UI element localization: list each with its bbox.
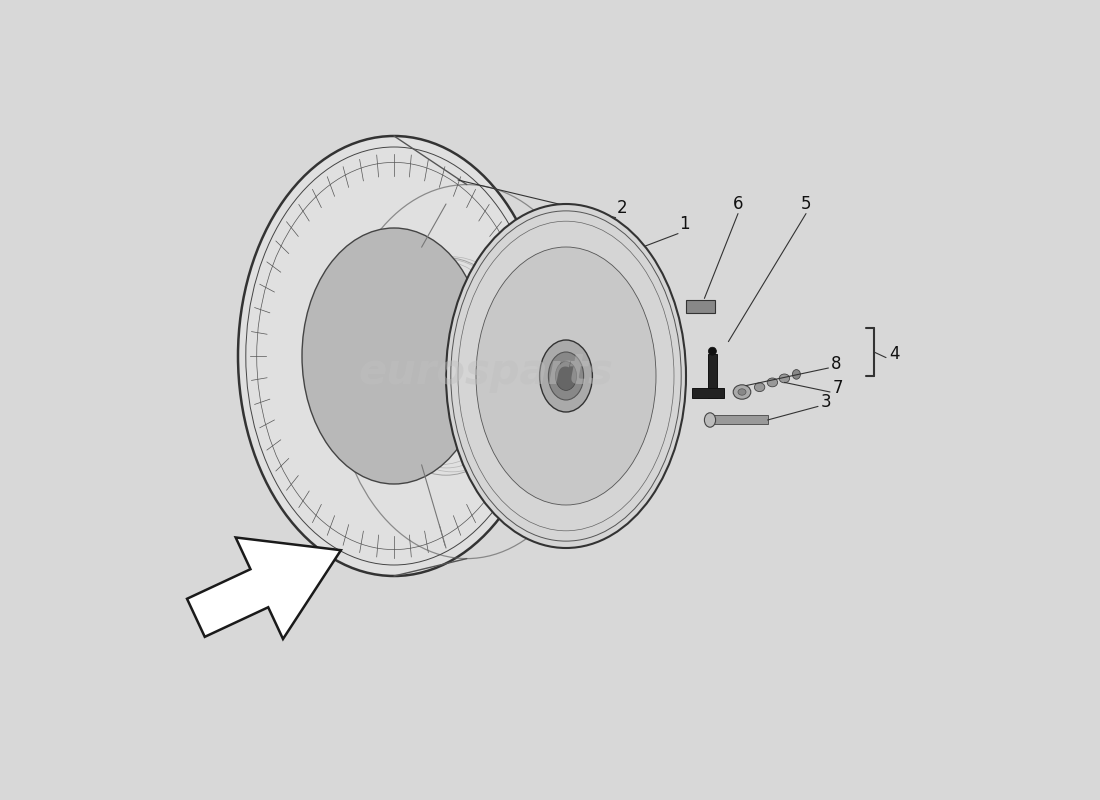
Ellipse shape xyxy=(704,413,716,427)
Ellipse shape xyxy=(767,378,778,386)
Polygon shape xyxy=(187,538,341,639)
Ellipse shape xyxy=(734,385,751,399)
Text: eurosparts: eurosparts xyxy=(359,351,614,393)
Ellipse shape xyxy=(446,204,686,548)
Ellipse shape xyxy=(708,347,716,355)
Ellipse shape xyxy=(779,374,790,382)
Ellipse shape xyxy=(738,389,746,395)
Bar xyxy=(686,300,715,313)
Bar xyxy=(707,354,717,398)
Text: 8: 8 xyxy=(832,355,842,373)
Ellipse shape xyxy=(238,136,550,576)
Text: 7: 7 xyxy=(833,379,844,397)
Text: 4: 4 xyxy=(889,345,900,362)
Ellipse shape xyxy=(302,228,486,484)
Ellipse shape xyxy=(556,362,576,390)
Text: 6: 6 xyxy=(733,195,744,213)
Text: 2: 2 xyxy=(617,199,627,217)
Ellipse shape xyxy=(476,247,656,505)
Bar xyxy=(710,415,768,424)
Ellipse shape xyxy=(540,340,593,412)
Ellipse shape xyxy=(792,370,801,379)
Ellipse shape xyxy=(755,383,764,391)
Ellipse shape xyxy=(549,352,584,400)
Text: 3: 3 xyxy=(821,394,832,411)
Bar xyxy=(692,388,725,398)
Text: 5: 5 xyxy=(801,195,812,213)
Text: 1: 1 xyxy=(679,215,690,233)
